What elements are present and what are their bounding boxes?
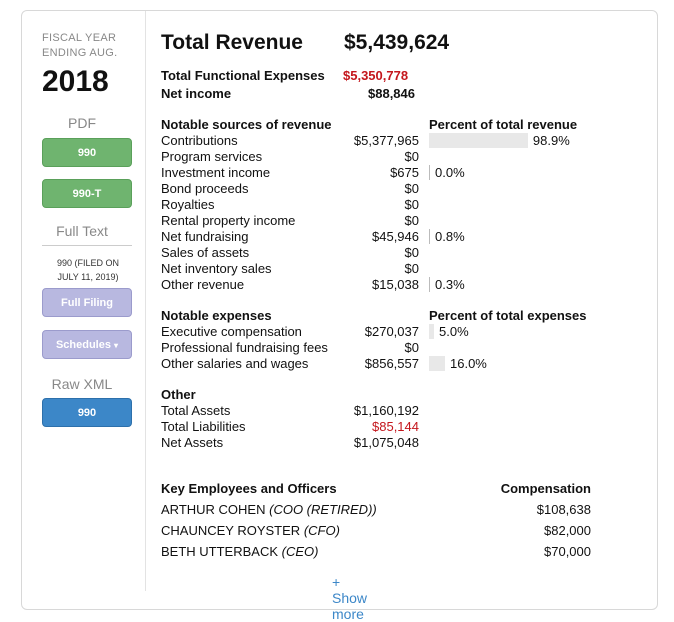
full-text-label: Full Text <box>56 223 108 239</box>
revenue-row-label: Program services <box>161 149 263 164</box>
employee-compensation: $82,000 <box>544 523 591 538</box>
revenue-pct-label: 98.9% <box>532 133 570 148</box>
other-heading: Other <box>161 387 196 402</box>
revenue-row-value: $0 <box>404 197 419 212</box>
compensation-heading: Compensation <box>500 481 591 496</box>
employee-title: (COO (RETIRED)) <box>269 502 377 517</box>
expense-pct-bar <box>429 324 434 339</box>
revenue-pct-label: 0.0% <box>435 165 465 180</box>
employees-heading: Key Employees and Officers <box>161 481 337 496</box>
revenue-pct-label: 0.8% <box>435 229 465 244</box>
caret-down-icon: ▾ <box>114 341 119 350</box>
revenue-row-value: $5,377,965 <box>353 133 419 148</box>
expense-row-label: Executive compensation <box>161 324 302 339</box>
expenses-heading: Notable expenses <box>161 308 272 323</box>
employee-name: CHAUNCEY ROYSTER <box>161 523 301 538</box>
expense-row-value: $856,557 <box>364 356 419 371</box>
functional-expenses-label: Total Functional Expenses <box>161 68 325 83</box>
total-revenue-value: $5,439,624 <box>344 31 450 54</box>
divider <box>42 245 132 246</box>
expense-pct-label: 16.0% <box>450 356 487 371</box>
employee-title: (CEO) <box>281 544 319 559</box>
fiscal-line-1: FISCAL YEAR <box>42 32 117 44</box>
pdf-label: PDF <box>68 115 96 131</box>
revenue-row-value: $0 <box>404 149 419 164</box>
expense-row-value: $0 <box>404 340 419 355</box>
employee-row: ARTHUR COHEN (COO (RETIRED)) <box>161 502 377 517</box>
total-revenue-title: Total Revenue <box>161 31 303 54</box>
fiscal-year-label: FISCAL YEAR ENDING AUG. <box>42 31 117 61</box>
revenue-pct-heading: Percent of total revenue <box>429 117 578 132</box>
expense-row-label: Professional fundraising fees <box>161 340 328 355</box>
revenue-pct-bar <box>429 165 430 180</box>
employee-compensation: $70,000 <box>544 544 591 559</box>
net-income-label: Net income <box>161 86 232 101</box>
raw-xml-label: Raw XML <box>51 376 113 392</box>
other-row-label: Total Liabilities <box>161 419 246 434</box>
revenue-row-value: $0 <box>404 213 419 228</box>
employee-compensation: $108,638 <box>536 502 591 517</box>
filed-on-label: 990 (FILED ON JULY 11, 2019) <box>22 256 154 284</box>
employee-row: BETH UTTERBACK (CEO) <box>161 544 318 559</box>
raw-xml-990-button[interactable]: 990 <box>42 398 132 427</box>
revenue-row-value: $0 <box>404 245 419 260</box>
other-row-value: $1,075,048 <box>353 435 419 450</box>
expenses-pct-heading: Percent of total expenses <box>429 308 587 323</box>
employee-title: (CFO) <box>303 523 340 538</box>
expense-row-value: $270,037 <box>364 324 419 339</box>
filed-line-1: 990 (FILED ON <box>56 258 120 268</box>
show-more-link[interactable]: + Show more <box>332 574 368 622</box>
expense-row-label: Other salaries and wages <box>161 356 309 371</box>
revenue-pct-label: 0.3% <box>435 277 465 292</box>
revenue-row-value: $45,946 <box>372 229 419 244</box>
revenue-pct-bar <box>429 133 528 148</box>
revenue-row-label: Other revenue <box>161 277 245 292</box>
revenue-row-value: $0 <box>404 181 419 196</box>
revenue-row-label: Net inventory sales <box>161 261 272 276</box>
revenue-row-value: $675 <box>390 165 419 180</box>
filing-sidebar: FISCAL YEAR ENDING AUG. 2018 PDF 990 990… <box>22 11 146 591</box>
fiscal-line-2: ENDING AUG. <box>42 47 118 59</box>
revenue-heading: Notable sources of revenue <box>161 117 332 132</box>
schedules-dropdown-button[interactable]: Schedules ▾ <box>42 330 132 359</box>
expense-pct-label: 5.0% <box>439 324 469 339</box>
other-row-value: $85,144 <box>372 419 419 434</box>
net-income-value: $88,846 <box>368 86 415 101</box>
other-row-label: Total Assets <box>161 403 231 418</box>
functional-expenses-value: $5,350,778 <box>343 68 409 83</box>
other-row-label: Net Assets <box>161 435 224 450</box>
employee-name: BETH UTTERBACK <box>161 544 279 559</box>
employee-name: ARTHUR COHEN <box>161 502 266 517</box>
fiscal-year: 2018 <box>42 65 109 98</box>
revenue-row-label: Bond proceeds <box>161 181 249 196</box>
employee-row: CHAUNCEY ROYSTER (CFO) <box>161 523 340 538</box>
revenue-pct-bar <box>429 277 430 292</box>
revenue-row-label: Contributions <box>161 133 238 148</box>
filed-line-2: JULY 11, 2019) <box>57 272 119 282</box>
revenue-row-label: Net fundraising <box>161 229 249 244</box>
revenue-row-label: Royalties <box>161 197 215 212</box>
revenue-row-value: $15,038 <box>372 277 419 292</box>
revenue-row-label: Sales of assets <box>161 245 250 260</box>
filing-card: FISCAL YEAR ENDING AUG. 2018 PDF 990 990… <box>21 10 658 622</box>
full-filing-button[interactable]: Full Filing <box>42 288 132 317</box>
other-row-value: $1,160,192 <box>353 403 419 418</box>
pdf-990-button[interactable]: 990 <box>42 138 132 167</box>
schedules-label: Schedules <box>55 339 111 351</box>
revenue-row-value: $0 <box>404 261 419 276</box>
revenue-row-label: Rental property income <box>161 213 296 228</box>
expense-pct-bar <box>429 356 445 371</box>
revenue-pct-bar <box>429 229 430 244</box>
pdf-990t-button[interactable]: 990-T <box>42 179 132 208</box>
revenue-row-label: Investment income <box>161 165 271 180</box>
